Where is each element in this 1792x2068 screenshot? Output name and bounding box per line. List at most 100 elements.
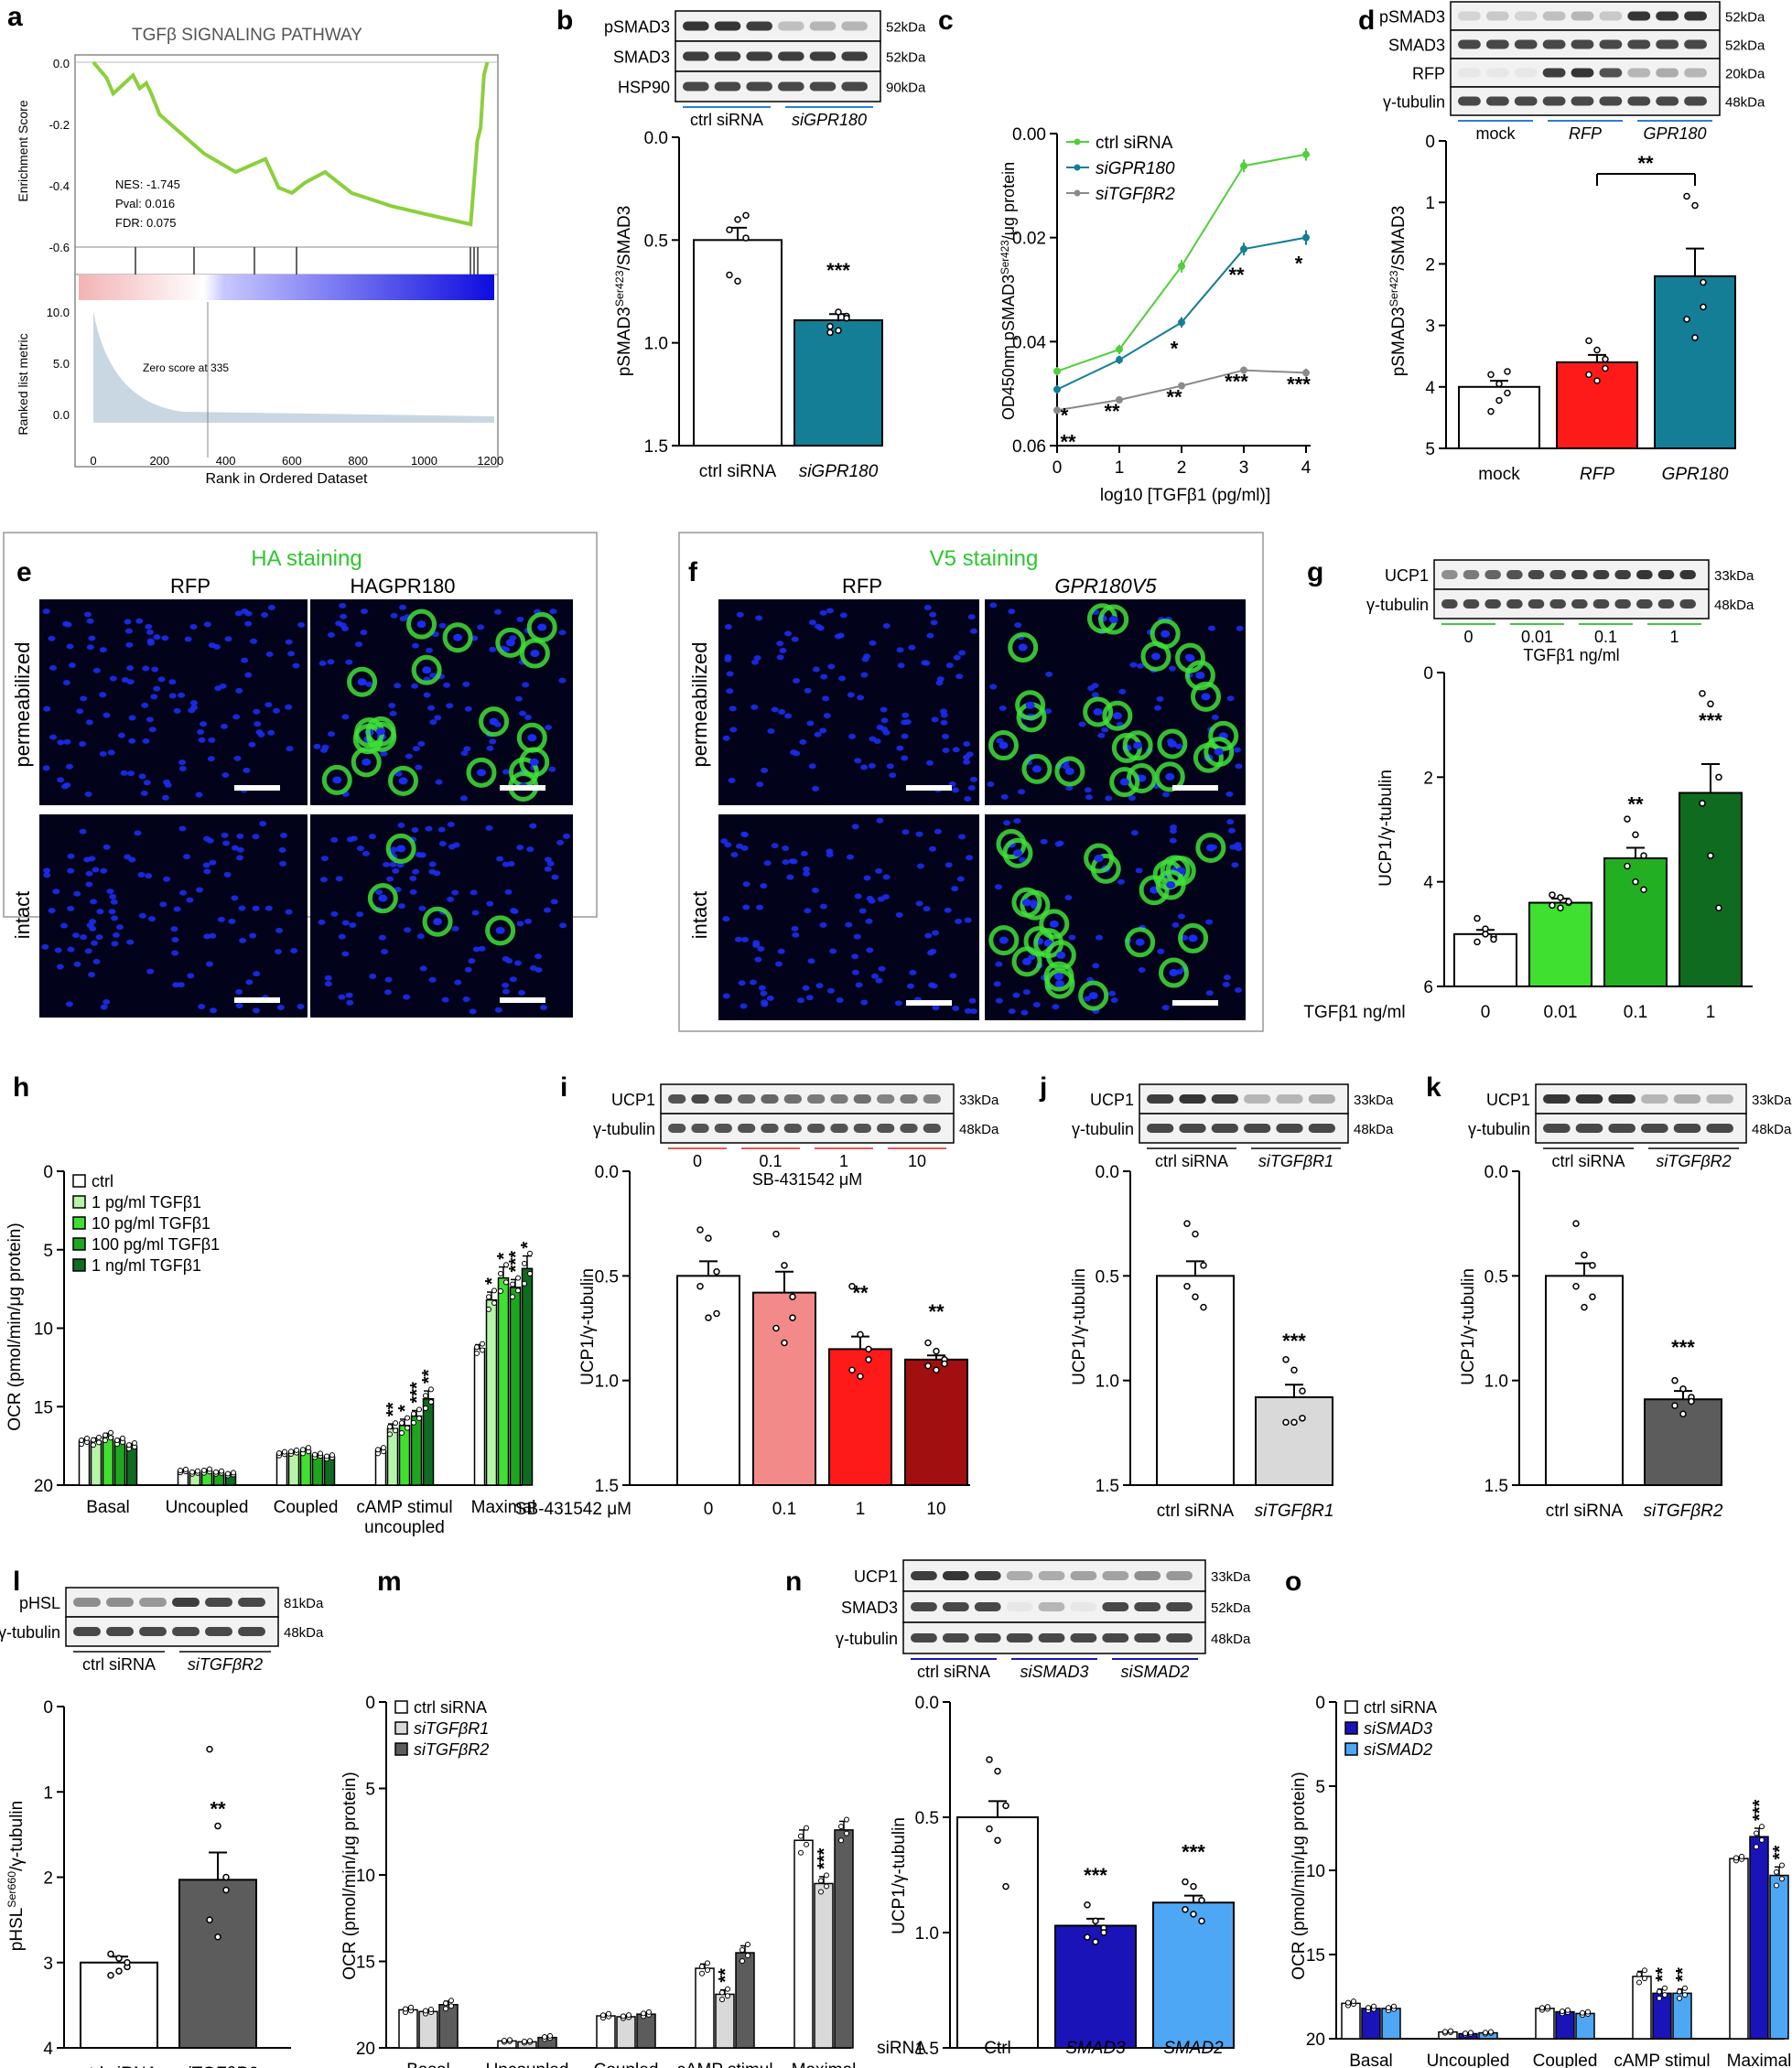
data-point xyxy=(498,1288,503,1295)
nucleus xyxy=(146,716,154,723)
blot-band xyxy=(1102,1571,1129,1580)
nucleus xyxy=(437,826,446,833)
nucleus xyxy=(530,650,540,658)
data-point xyxy=(705,1966,710,1973)
blot-group-label: GPR180 xyxy=(1643,124,1706,143)
panel-b-y-tick-label: 1.5 xyxy=(644,437,668,457)
nucleus xyxy=(857,695,865,701)
data-point xyxy=(1642,1967,1647,1974)
nucleus xyxy=(1056,951,1066,959)
blot-kda-label: 33kDa xyxy=(1714,568,1754,584)
nucleus xyxy=(178,825,187,832)
nucleus xyxy=(84,948,92,954)
data-point xyxy=(772,1230,780,1238)
ranked-metric-area xyxy=(93,311,494,423)
data-point xyxy=(1386,2005,1391,2011)
nucleus xyxy=(108,909,116,915)
data-point xyxy=(739,1947,745,1954)
nucleus xyxy=(109,893,117,899)
nucleus xyxy=(346,999,354,1006)
bar xyxy=(1545,1275,1624,1487)
nucleus xyxy=(285,909,293,915)
category-label: ctrl siRNA xyxy=(699,462,777,481)
category-label: ctrl siRNA xyxy=(81,2064,158,2068)
nucleus xyxy=(443,682,451,688)
nucleus xyxy=(163,876,171,882)
nucleus xyxy=(49,664,58,671)
nucleus xyxy=(84,791,92,797)
blot-band xyxy=(1627,96,1651,106)
category-label: siTGFβR2 xyxy=(178,2064,258,2068)
nucleus xyxy=(968,997,977,1004)
data-point xyxy=(924,1362,932,1370)
nucleus xyxy=(203,835,211,842)
nucleus xyxy=(1087,685,1096,692)
blot-band xyxy=(778,81,804,92)
nucleus xyxy=(369,974,377,980)
data-point xyxy=(1640,886,1647,893)
significance-mark: *** xyxy=(1287,372,1311,395)
blot-row-label: UCP1 xyxy=(854,1567,898,1586)
micrograph xyxy=(39,599,308,805)
blot-band xyxy=(1006,1602,1033,1611)
data-point xyxy=(124,1959,131,1966)
nucleus xyxy=(221,772,230,779)
nucleus xyxy=(792,932,800,938)
bar xyxy=(1555,2010,1575,2040)
nucleus xyxy=(740,832,749,838)
panel-label: a xyxy=(7,2,23,32)
stained-cell xyxy=(1083,696,1114,727)
blot-group-label: ctrl siRNA xyxy=(1155,1152,1228,1170)
data-point xyxy=(1682,1992,1688,1998)
bar xyxy=(1654,275,1736,449)
bar xyxy=(715,1993,735,2049)
nucleus xyxy=(829,948,837,954)
nucleus xyxy=(807,958,815,964)
nucleus xyxy=(91,940,99,946)
x-row-label: siRNA xyxy=(877,2039,926,2058)
bar xyxy=(1769,1874,1789,2040)
nucleus xyxy=(145,623,153,630)
legend-entry: siTGFβR2 xyxy=(414,1740,489,1759)
nucleus xyxy=(1013,818,1021,824)
nucleus xyxy=(1008,609,1016,615)
category-label: SMAD3 xyxy=(1065,2039,1126,2058)
nucleus xyxy=(471,910,480,916)
nucleus xyxy=(489,738,497,745)
significance-mark: ** xyxy=(716,1968,736,1983)
nucleus xyxy=(1012,992,1020,998)
rank-color-bar xyxy=(79,275,494,300)
nucleus xyxy=(778,708,786,715)
nucleus xyxy=(433,918,443,926)
nucleus xyxy=(1195,671,1205,679)
blot-kda-label: 48kDa xyxy=(959,1122,999,1137)
blot-band xyxy=(1528,599,1545,609)
blot-kda-label: 48kDa xyxy=(1714,598,1754,613)
data-point xyxy=(108,1429,113,1436)
nucleus xyxy=(140,790,148,796)
data-point xyxy=(178,1468,183,1474)
nucleus xyxy=(200,721,208,727)
nucleus xyxy=(235,1002,243,1008)
blot-band xyxy=(714,81,741,92)
legend-entry: siTGFβR2 xyxy=(1096,185,1175,204)
data-point xyxy=(1182,1878,1189,1886)
data-point xyxy=(865,1356,872,1363)
nucleus xyxy=(1117,878,1125,885)
data-point xyxy=(1488,2029,1494,2035)
bar xyxy=(1556,361,1638,450)
nucleus xyxy=(869,736,877,742)
nucleus xyxy=(1084,996,1092,1002)
nucleus xyxy=(383,989,392,996)
data-point xyxy=(1657,1988,1662,1995)
blot-group-label: siSMAD2 xyxy=(1120,1663,1189,1681)
nucleus xyxy=(86,644,94,651)
data-point xyxy=(1192,1293,1199,1300)
nucleus xyxy=(264,702,273,708)
data-point xyxy=(1448,2028,1453,2034)
nucleus xyxy=(839,612,847,619)
blot-band xyxy=(1038,1602,1065,1611)
nucleus xyxy=(183,854,191,860)
nucleus xyxy=(221,832,229,838)
category-label: 0.1 xyxy=(1624,1003,1647,1022)
